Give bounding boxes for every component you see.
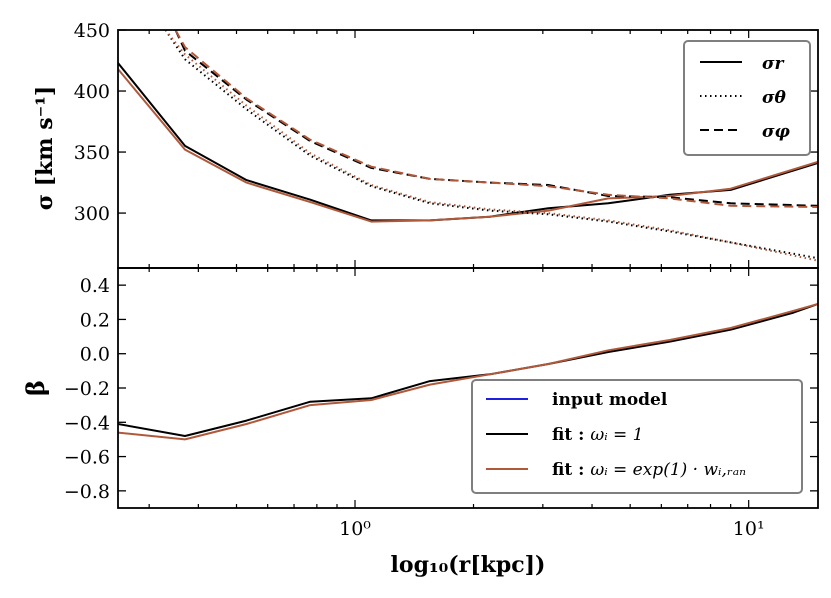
top-legend-frame [683, 40, 811, 156]
bottom-ytick-label: −0.2 [64, 378, 110, 400]
top-series-line [174, 30, 818, 208]
bottom-legend-label: fit : ωᵢ = 1 [552, 425, 643, 445]
top-ytick-label: 450 [74, 20, 110, 42]
bottom-xtick-label: 10⁰ [339, 518, 371, 540]
bottom-series-line [118, 303, 818, 441]
bottom-ticks: −0.8 −0.6 −0.4 −0.2 0.0 0.2 0.4 10⁰ 10¹ [64, 268, 818, 540]
top-legend: σr σθ σφ [683, 40, 811, 156]
bottom-legend-frame [471, 379, 803, 494]
bottom-ytick-label: −0.8 [64, 481, 110, 503]
bottom-xlabel: log₁₀(r[kpc]) [391, 552, 546, 578]
top-legend-label: σr [762, 54, 785, 74]
top-ytick-label: 400 [74, 81, 110, 103]
top-panel: 300 350 400 450 σ [km s⁻¹] σr σθ σφ [32, 20, 819, 269]
bottom-ytick-label: 0.4 [80, 275, 110, 297]
top-series-line [174, 30, 818, 207]
top-series-line [164, 30, 818, 260]
bottom-xtick-label: 10¹ [733, 518, 765, 540]
top-series-line [118, 68, 818, 223]
bottom-ytick-label: −0.6 [64, 447, 110, 469]
bottom-ylabel: β [21, 380, 50, 396]
bottom-legend: input model fit : ωᵢ = 1 fit : ωᵢ = exp(1)… [471, 379, 803, 494]
top-ytick-label: 350 [74, 142, 110, 164]
top-legend-label: σθ [762, 88, 787, 108]
bottom-legend-label: fit : ωᵢ = exp(1) · wᵢ,ᵣₐₙ [552, 460, 746, 480]
bottom-ytick-label: 0.2 [80, 309, 110, 331]
bottom-ytick-label: −0.4 [64, 412, 110, 434]
top-ticks: 300 350 400 450 [74, 20, 818, 268]
bottom-panel: −0.8 −0.6 −0.4 −0.2 0.0 0.2 0.4 10⁰ 10¹ β log₁₀(… [21, 267, 819, 578]
top-ytick-label: 300 [74, 203, 110, 225]
bottom-legend-label: input model [552, 390, 668, 410]
bottom-ytick-label: 0.0 [80, 344, 110, 366]
top-legend-label: σφ [762, 122, 791, 142]
bottom-series-group [118, 303, 818, 441]
top-ylabel: σ [km s⁻¹] [32, 86, 58, 211]
top-series-line [164, 30, 818, 262]
top-series-group [118, 30, 818, 262]
